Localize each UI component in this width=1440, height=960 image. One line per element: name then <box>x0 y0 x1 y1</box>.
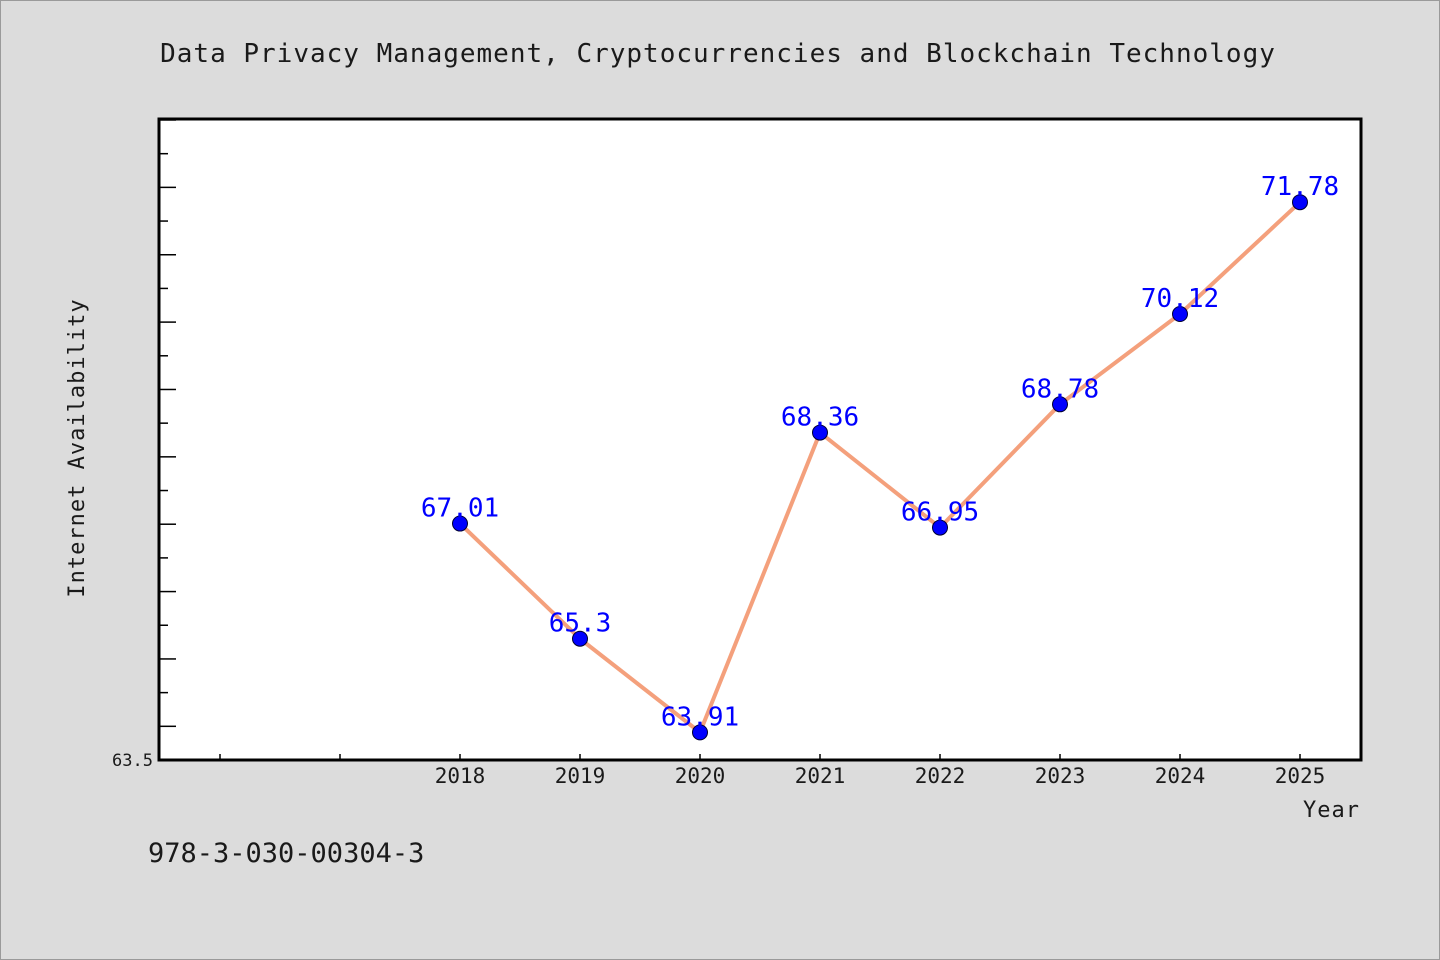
data-point <box>692 724 708 741</box>
x-axis-ticks <box>219 754 1301 760</box>
x-tick-label: 2024 <box>1155 764 1206 788</box>
data-label: 68.78 <box>1021 374 1099 404</box>
data-label: 71.78 <box>1261 172 1339 202</box>
data-label: 68.36 <box>781 403 859 433</box>
x-tick-label: 2023 <box>1035 764 1086 788</box>
data-labels: 67.01 65.3 63.91 68.36 66.95 68.78 70.12 71.78 <box>421 172 1339 732</box>
data-label: 67.01 <box>421 494 499 524</box>
x-tick-label: 2019 <box>555 764 606 788</box>
data-point <box>812 424 828 441</box>
series-markers <box>452 194 1308 741</box>
data-point <box>1292 194 1308 211</box>
x-tick-label: 2021 <box>795 764 846 788</box>
data-point <box>452 515 468 532</box>
data-label: 70.12 <box>1141 284 1219 314</box>
data-label: 65.3 <box>549 609 612 639</box>
x-tick-labels: 2018 2019 2020 2021 2022 2023 2024 2025 <box>435 764 1326 788</box>
x-tick-label: 2020 <box>675 764 726 788</box>
data-point <box>572 630 588 647</box>
data-label: 66.95 <box>901 498 979 528</box>
plot-area <box>157 117 1363 762</box>
y-tick-label: 63.5 <box>112 751 153 771</box>
footer-code: 978-3-030-00304-3 <box>148 838 424 869</box>
x-tick-label: 2018 <box>435 764 486 788</box>
x-axis-title: Year <box>1303 798 1360 823</box>
data-label: 63.91 <box>661 702 739 732</box>
series-line <box>458 200 1302 735</box>
data-point <box>932 519 948 536</box>
y-axis-ticks <box>160 119 176 728</box>
x-tick-label: 2025 <box>1275 764 1326 788</box>
x-tick-label: 2022 <box>915 764 966 788</box>
data-point <box>1172 306 1188 323</box>
chart-title: Data Privacy Management, Cryptocurrencie… <box>160 39 1276 69</box>
y-axis-title: Internet Availability <box>65 298 90 597</box>
data-point <box>1052 396 1068 413</box>
